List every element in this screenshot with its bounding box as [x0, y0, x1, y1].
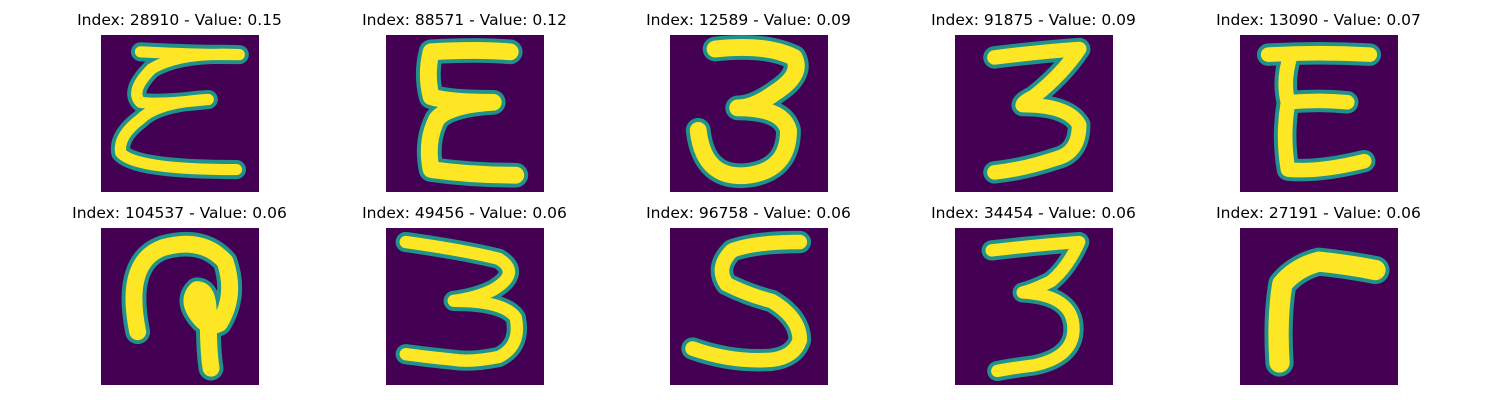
panel-title: Index: 34454 - Value: 0.06 — [931, 204, 1136, 222]
digit-image-three — [386, 228, 544, 385]
panel-10: Index: 27191 - Value: 0.06 — [1176, 202, 1461, 392]
digit-image-e — [1240, 35, 1398, 192]
panel-7: Index: 49456 - Value: 0.06 — [322, 202, 607, 392]
digit-image-three — [670, 35, 828, 192]
panel-2: Index: 88571 - Value: 0.12 — [322, 9, 607, 199]
digit-image-e — [101, 35, 259, 192]
panel-title: Index: 13090 - Value: 0.07 — [1216, 11, 1421, 29]
panel-title: Index: 49456 - Value: 0.06 — [362, 204, 567, 222]
panel-title: Index: 91875 - Value: 0.09 — [931, 11, 1136, 29]
panel-1: Index: 28910 - Value: 0.15 — [37, 9, 322, 199]
digit-image-five — [670, 228, 828, 385]
panel-title: Index: 88571 - Value: 0.12 — [362, 11, 567, 29]
panel-4: Index: 91875 - Value: 0.09 — [891, 9, 1176, 199]
panel-title: Index: 96758 - Value: 0.06 — [646, 204, 851, 222]
digit-image-three — [955, 35, 1113, 192]
digit-image-three — [955, 228, 1113, 385]
panel-title: Index: 28910 - Value: 0.15 — [77, 11, 282, 29]
panel-5: Index: 13090 - Value: 0.07 — [1176, 9, 1461, 199]
panel-title: Index: 12589 - Value: 0.09 — [646, 11, 851, 29]
digit-image-sigma — [386, 35, 544, 192]
digit-image-r — [1240, 228, 1398, 385]
panel-title: Index: 27191 - Value: 0.06 — [1216, 204, 1421, 222]
panel-3: Index: 12589 - Value: 0.09 — [606, 9, 891, 199]
panel-9: Index: 34454 - Value: 0.06 — [891, 202, 1176, 392]
digit-image-loop — [101, 228, 259, 385]
panel-title: Index: 104537 - Value: 0.06 — [72, 204, 287, 222]
panel-6: Index: 104537 - Value: 0.06 — [37, 202, 322, 392]
panel-8: Index: 96758 - Value: 0.06 — [606, 202, 891, 392]
